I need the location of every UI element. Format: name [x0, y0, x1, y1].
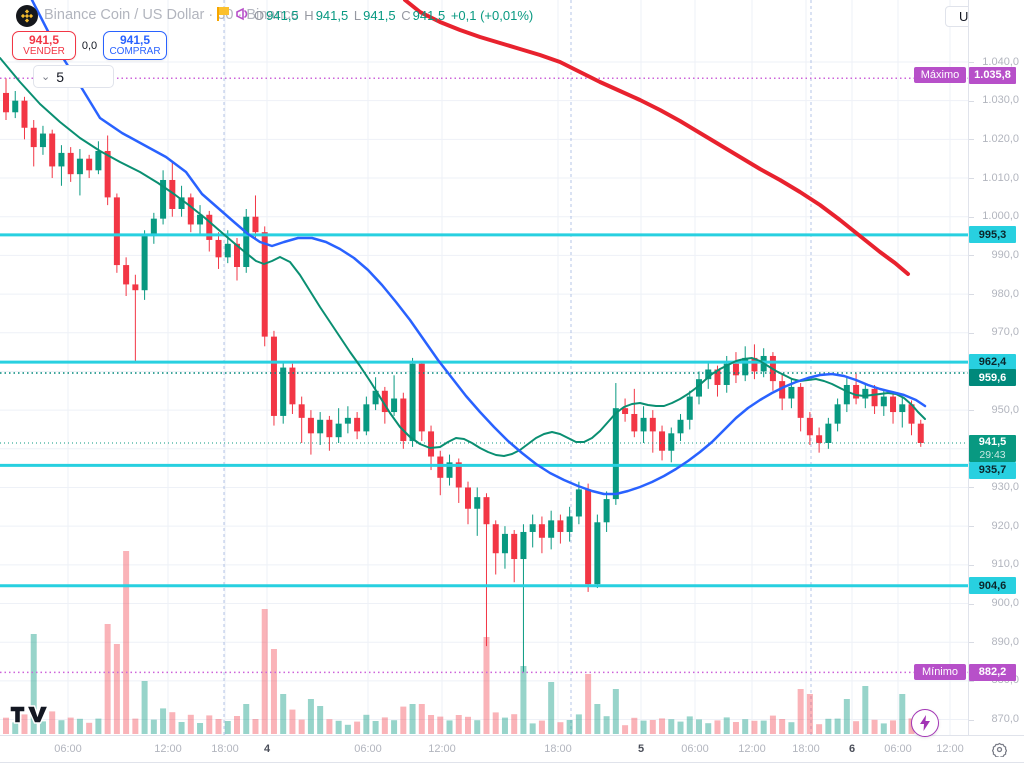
- gridlines: [0, 0, 968, 735]
- alert-lightning-button[interactable]: [911, 709, 939, 737]
- price-tick-label: 870,0: [991, 713, 1019, 726]
- current-price-label: 941,5 29:43: [969, 434, 1016, 462]
- price-tick-mark: [969, 332, 974, 334]
- price-tick-label: 1.010,0: [982, 171, 1019, 184]
- buy-button[interactable]: 941,5 COMPRAR: [103, 31, 167, 60]
- price-axis[interactable]: 1.040,0 1.030,0 1.020,0 1.010,0 1.000,0 990,0…: [968, 0, 1024, 735]
- price-tick-label: 980,0: [991, 287, 1019, 300]
- time-tick-label: 4: [263, 743, 271, 755]
- price-tick-mark: [969, 62, 974, 63]
- price-tick-label: 990,0: [991, 248, 1019, 261]
- megaphone-icon[interactable]: [236, 7, 250, 21]
- time-tick-label: 06:00: [681, 743, 709, 755]
- symbol-title[interactable]: Binance Coin / US Dollar · 30 · Binance: [44, 7, 299, 23]
- maximo-label: Máximo: [914, 67, 966, 84]
- price-tick-label: 1.000,0: [982, 210, 1019, 223]
- volume-bars: [3, 551, 924, 734]
- time-tick-label: 06:00: [884, 743, 912, 755]
- gear-icon: [991, 742, 1007, 757]
- flag-icon[interactable]: [217, 7, 229, 21]
- price-tick-mark: [969, 178, 974, 180]
- time-tick-label: 06:00: [54, 743, 82, 755]
- price-tick-label: 1.030,0: [982, 94, 1019, 107]
- price-tick-mark: [969, 564, 974, 566]
- level-price-label: 904,6: [969, 577, 1016, 595]
- price-tick-mark: [969, 642, 974, 644]
- candles: [3, 78, 924, 673]
- price-tick-mark: [969, 410, 974, 412]
- sell-button[interactable]: 941,5 VENDER: [12, 31, 76, 60]
- price-tick-label: 950,0: [991, 403, 1019, 416]
- time-axis[interactable]: 06:00 12:00 18:00 4 06:00 12:00 18:00 5 06:00 12:…: [0, 735, 1024, 762]
- indicators-collapse-pill[interactable]: ⌄ 5: [33, 65, 114, 88]
- price-tick-mark: [969, 294, 974, 296]
- price-tick-label: 1.020,0: [982, 132, 1019, 145]
- price-tick-mark: [969, 216, 974, 218]
- level-price-label: 959,6: [969, 369, 1016, 387]
- sell-price: 941,5: [28, 32, 60, 47]
- time-tick-label: 06:00: [354, 743, 382, 755]
- time-tick-label: 12:00: [738, 743, 766, 755]
- bar-countdown: 29:43: [979, 448, 1006, 461]
- max-price-label: 1.035,8: [969, 66, 1016, 84]
- price-tick-mark: [969, 487, 974, 489]
- price-tick-label: 890,0: [991, 635, 1019, 648]
- price-tick-mark: [969, 719, 974, 721]
- trade-panel: 941,5 VENDER 0,0 941,5 COMPRAR: [12, 31, 167, 60]
- buy-price: 941,5: [119, 32, 151, 47]
- indicator-count: 5: [56, 68, 65, 85]
- price-tick-label: 920,0: [991, 519, 1019, 532]
- lightning-icon: [920, 715, 930, 731]
- ma-line-slow-blue[interactable]: [30, 0, 927, 496]
- time-tick-label: 18:00: [211, 743, 239, 755]
- time-tick-label: 18:00: [792, 743, 820, 755]
- binance-diamond-icon: [20, 9, 34, 23]
- price-tick-label: 910,0: [991, 558, 1019, 571]
- price-tick-label: 1.040,0: [982, 55, 1019, 68]
- level-price-label: 935,7: [969, 461, 1016, 479]
- price-tick-mark: [969, 680, 974, 682]
- level-price-label: 962,4: [969, 353, 1016, 371]
- time-tick-label: 5: [637, 743, 645, 755]
- ma-line-htf-red[interactable]: [403, 0, 910, 276]
- time-tick-label: 18:00: [544, 743, 572, 755]
- price-tick-mark: [969, 603, 974, 605]
- price-tick-label: 900,0: [991, 597, 1019, 610]
- price-tick-label: 930,0: [991, 480, 1019, 493]
- price-tick-label: 970,0: [991, 326, 1019, 339]
- price-tick-mark: [969, 100, 974, 102]
- spread-value: 0,0: [81, 39, 98, 52]
- price-tick-mark: [969, 255, 974, 257]
- ma-line-fast-green[interactable]: [0, 57, 926, 457]
- exchange-name: Binance: [246, 7, 299, 23]
- level-price-label: 995,3: [969, 226, 1016, 244]
- min-price-label: 882,2: [969, 663, 1016, 681]
- binance-coin-logo: [16, 5, 38, 27]
- time-tick-label: 12:00: [428, 743, 456, 755]
- tradingview-logo[interactable]: [8, 702, 50, 731]
- axis-settings-button[interactable]: [986, 740, 1012, 758]
- current-price-value: 941,5: [978, 435, 1007, 448]
- time-tick-label: 12:00: [154, 743, 182, 755]
- time-tick-label: 12:00: [936, 743, 964, 755]
- minimo-label: Mínimo: [914, 664, 966, 681]
- price-tick-mark: [969, 526, 974, 528]
- time-tick-label: 6: [848, 743, 856, 755]
- chevron-down-icon: ⌄: [41, 71, 51, 83]
- price-tick-mark: [969, 139, 974, 141]
